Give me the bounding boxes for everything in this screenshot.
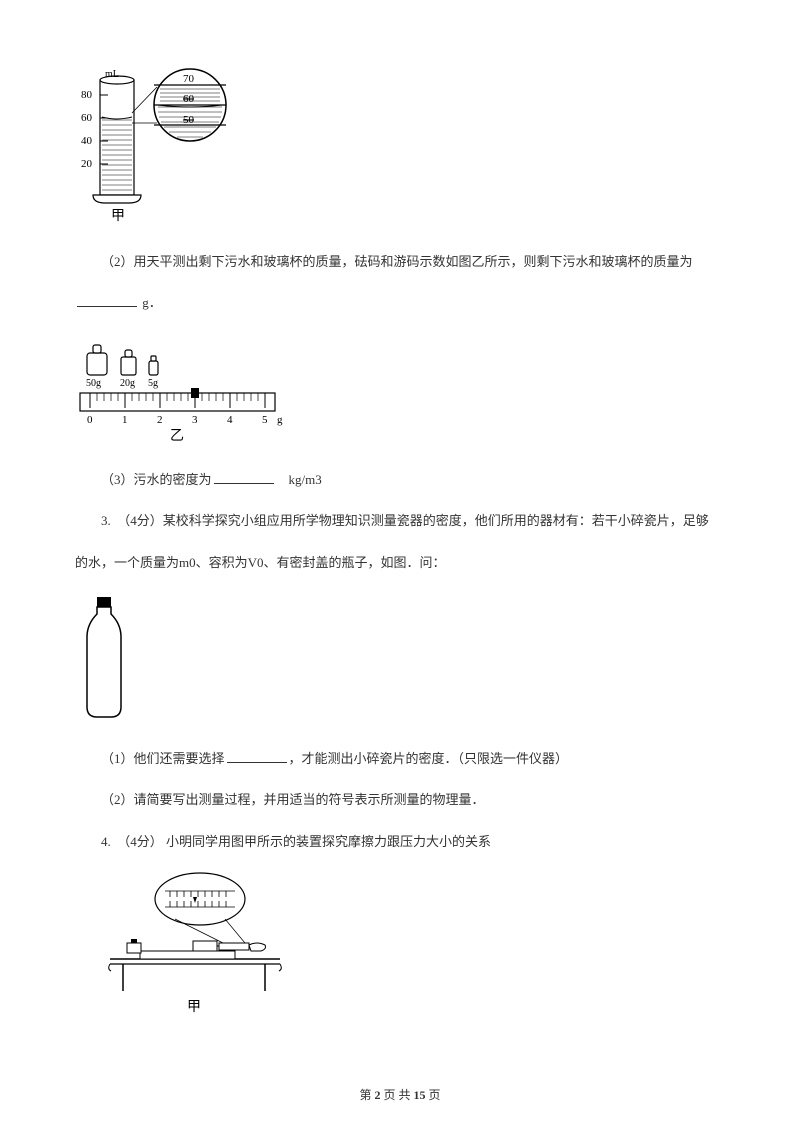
bal-caption: 乙: [170, 428, 184, 443]
zoom-70: 70: [183, 73, 195, 85]
figure-balance: 50g 20g 5g 0 1 2 3 4 5 g 乙: [75, 333, 725, 443]
rt3: 3: [192, 414, 198, 426]
q2-2-blank-line: g．: [75, 291, 725, 314]
w5: 5g: [148, 378, 158, 389]
rtu: g: [277, 414, 283, 426]
zoom-50: 50: [183, 114, 195, 126]
cyl-tick-20: 20: [81, 158, 93, 170]
q2-3-a: （3）污水的密度为: [101, 472, 212, 487]
balance-svg: 50g 20g 5g 0 1 2 3 4 5 g 乙: [75, 333, 295, 443]
w20: 20g: [120, 378, 135, 389]
q2-2-text: （2）用天平测出剩下污水和玻璃杯的质量，砝码和游码示数如图乙所示，则剩下污水和玻…: [75, 250, 725, 273]
q3-stem-b: 的水，一个质量为m0、容积为V0、有密封盖的瓶子，如图．问：: [75, 551, 725, 574]
cyl-caption: 甲: [111, 209, 125, 224]
rt4: 4: [227, 414, 233, 426]
q3-stem-a: 3. （4分）某校科学探究小组应用所学物理知识测量瓷器的密度，他们所用的器材有：…: [75, 509, 725, 532]
cylinder-svg: 80 60 40 20 mL: [75, 65, 245, 225]
fric-caption: 甲: [187, 1000, 201, 1015]
q3-1-blank[interactable]: [227, 750, 287, 763]
ftr-mid: 页 共: [380, 1088, 413, 1102]
q3-1: （1）他们还需要选择 ，才能测出小碎瓷片的密度．（只限选一件仪器）: [75, 747, 725, 770]
bottle-svg: [75, 592, 135, 722]
cyl-tick-40: 40: [81, 135, 93, 147]
figure-bottle: [75, 592, 725, 722]
q3-2: （2）请简要写出测量过程，并用适当的符号表示所测量的物理量．: [75, 788, 725, 811]
rt0: 0: [87, 414, 93, 426]
page-footer: 第 2 页 共 15 页: [0, 1085, 800, 1107]
q2-2-unit: g．: [139, 295, 162, 310]
q3-1-a: （1）他们还需要选择: [101, 751, 225, 766]
friction-svg: 甲: [105, 871, 295, 1016]
q2-2-a: （2）用天平测出剩下污水和玻璃杯的质量，砝码和游码示数如图乙所示，则剩下污水和玻…: [101, 254, 693, 269]
w50: 50g: [86, 378, 101, 389]
q2-3-blank[interactable]: [214, 471, 274, 484]
q3-1-b: ，才能测出小碎瓷片的密度．（只限选一件仪器）: [289, 751, 569, 766]
ftr-prefix: 第: [359, 1088, 374, 1102]
figure-cylinder: 80 60 40 20 mL: [75, 65, 725, 225]
cyl-tick-80: 80: [81, 89, 93, 101]
q2-2-blank[interactable]: [77, 294, 137, 307]
zoom-60: 60: [183, 93, 195, 105]
ftr-total: 15: [414, 1088, 426, 1102]
q4-stem: 4. （4分） 小明同学用图甲所示的装置探究摩擦力跟压力大小的关系: [75, 830, 725, 853]
ftr-suffix: 页: [426, 1088, 441, 1102]
rt1: 1: [122, 414, 128, 426]
cyl-tick-60: 60: [81, 112, 93, 124]
rt2: 2: [157, 414, 163, 426]
q2-3: （3）污水的密度为 kg/m3: [75, 468, 725, 491]
figure-friction: 甲: [105, 871, 725, 1016]
rt5: 5: [262, 414, 268, 426]
cyl-unit: mL: [105, 69, 119, 80]
q2-3-unit: kg/m3: [276, 472, 322, 487]
